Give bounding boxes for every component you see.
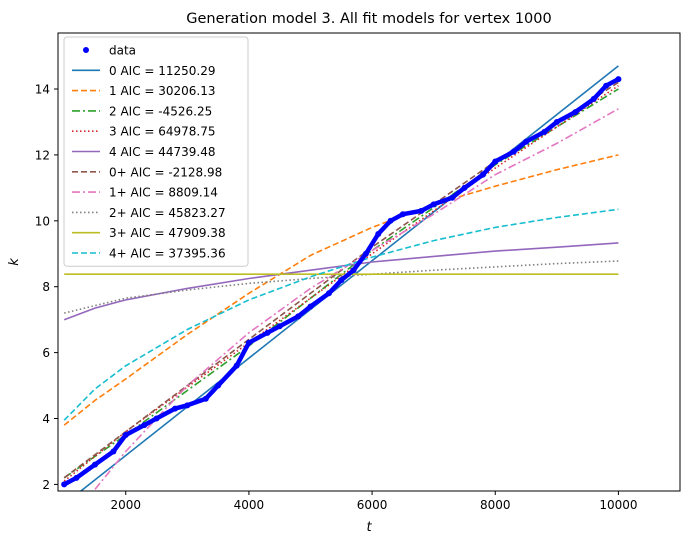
legend: data 0 AIC = 11250.29 1 AIC = 30206.13 2 AI… (63, 36, 249, 267)
legend-label-4: 3 AIC = 64978.75 (109, 125, 216, 139)
data-point-21 (375, 230, 382, 237)
data-point-14 (276, 323, 283, 330)
x-tick-label-3: 8000 (480, 498, 511, 512)
plot-area (57, 32, 681, 492)
data-point-3 (110, 448, 117, 455)
y-axis-label: k (7, 258, 22, 266)
x-tick-label-0: 2000 (110, 498, 141, 512)
data-point-20 (362, 250, 369, 257)
y-tick-label-0: 2 (42, 478, 50, 492)
data-point-13 (264, 329, 271, 336)
data-point-23 (399, 211, 406, 218)
legend-label-1: 0 AIC = 11250.29 (109, 64, 216, 78)
data-point-1 (73, 474, 80, 481)
data-point-8 (184, 402, 191, 409)
series-line-6 (94, 108, 619, 490)
data-point-5 (141, 422, 148, 429)
data-point-26 (449, 194, 456, 201)
data-point-4 (122, 431, 129, 438)
data-point-24 (418, 207, 425, 214)
data-point-33 (553, 118, 560, 125)
y-tick-label-5: 12 (35, 148, 50, 162)
data-point-25 (430, 201, 437, 208)
y-axis: 2 4 6 8 10 12 14 (35, 83, 58, 492)
legend-label-8: 2+ AIC = 45823.27 (109, 206, 226, 220)
data-point-19 (350, 267, 357, 274)
x-axis-label: t (366, 520, 372, 535)
data-point-10 (215, 382, 222, 389)
data-point-6 (153, 415, 160, 422)
legend-label-7: 1+ AIC = 8809.14 (109, 186, 218, 200)
data-point-36 (603, 82, 610, 89)
x-tick-label-2: 6000 (357, 498, 388, 512)
data-point-7 (172, 405, 179, 412)
y-tick-label-1: 4 (42, 412, 50, 426)
y-tick-label-6: 14 (35, 83, 50, 97)
legend-label-3: 2 AIC = -4526.25 (109, 104, 212, 118)
legend-box (63, 36, 249, 267)
legend-label-5: 4 AIC = 44739.48 (109, 145, 216, 159)
y-tick-label-3: 8 (42, 280, 50, 294)
chart-title: Generation model 3. All fit models for v… (186, 11, 551, 27)
data-point-22 (387, 217, 394, 224)
data-point-32 (541, 128, 548, 135)
legend-marker-0 (83, 47, 89, 53)
x-axis: 2000 4000 6000 8000 10000 (110, 491, 638, 512)
data-point-2 (91, 461, 98, 468)
legend-label-9: 3+ AIC = 47909.38 (109, 226, 226, 240)
x-tick-label-1: 4000 (234, 498, 265, 512)
data-point-30 (510, 148, 517, 155)
data-point-12 (245, 339, 252, 346)
data-point-34 (572, 109, 579, 116)
data-point-29 (492, 158, 499, 165)
data-point-16 (307, 303, 314, 310)
data-point-37 (615, 76, 622, 83)
data-point-9 (202, 395, 209, 402)
data-point-15 (295, 313, 302, 320)
series-line-1 (63, 154, 619, 426)
x-tick-label-4: 10000 (599, 498, 637, 512)
data-point-11 (233, 362, 240, 369)
legend-label-0: data (109, 44, 136, 58)
series-line-3 (63, 85, 619, 482)
data-point-28 (479, 171, 486, 178)
data-point-0 (61, 481, 68, 488)
data-point-35 (590, 95, 597, 102)
data-point-17 (325, 290, 332, 297)
series-line-7 (64, 260, 619, 314)
series-group (61, 65, 622, 491)
series-line-9 (63, 208, 619, 421)
data-point-31 (523, 138, 530, 145)
series-line-4 (63, 242, 619, 321)
y-tick-label-2: 6 (42, 346, 50, 360)
legend-label-6: 0+ AIC = -2128.98 (109, 165, 222, 179)
data-point-27 (461, 184, 468, 191)
plot-frame (57, 32, 681, 492)
legend-label-2: 1 AIC = 30206.13 (109, 84, 216, 98)
y-tick-label-4: 10 (35, 214, 50, 228)
legend-label-10: 4+ AIC = 37395.36 (109, 247, 226, 261)
data-point-18 (338, 277, 345, 284)
